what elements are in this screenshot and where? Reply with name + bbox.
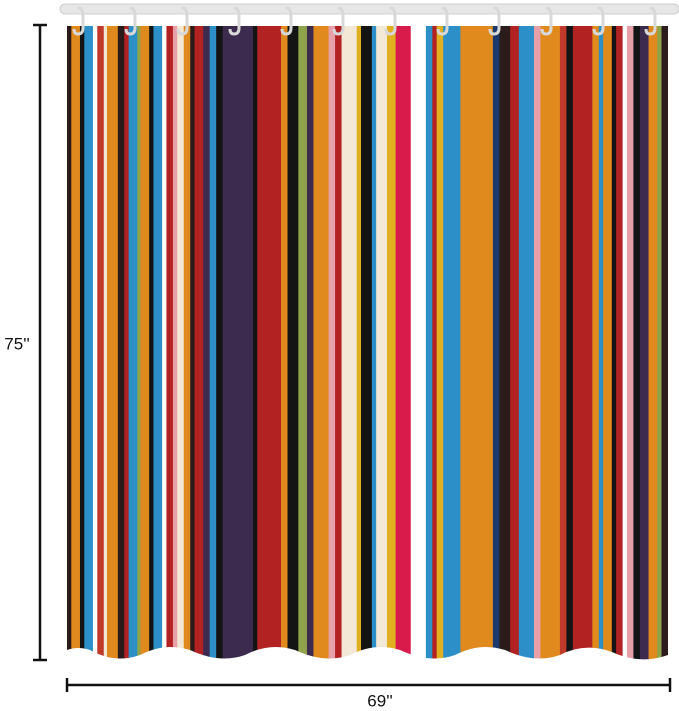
stripe — [177, 26, 185, 660]
stripe — [592, 26, 600, 660]
stripe — [443, 26, 461, 660]
stripe — [499, 26, 511, 660]
hooks — [72, 6, 657, 36]
stripe — [371, 26, 377, 660]
stripe — [306, 26, 314, 660]
stripe — [633, 26, 641, 660]
stripe — [287, 26, 299, 660]
stripe — [432, 26, 438, 660]
stripe — [137, 26, 142, 660]
hook — [176, 6, 189, 36]
hook — [280, 6, 293, 36]
width-label: 69'' — [367, 691, 392, 710]
stripe — [149, 26, 154, 660]
stripe — [79, 26, 85, 660]
stripe — [328, 26, 336, 660]
stripe — [162, 26, 167, 660]
stripe — [222, 26, 254, 660]
stripe — [460, 26, 494, 660]
hook — [124, 6, 137, 36]
stripe — [559, 26, 567, 660]
stripe — [84, 26, 94, 660]
stripe — [572, 26, 593, 660]
hook — [488, 6, 501, 36]
stripe — [616, 26, 624, 660]
curtain-rod — [59, 3, 679, 15]
stripe — [335, 26, 343, 660]
stripe — [128, 26, 138, 660]
height-dimension: 75'' — [4, 23, 47, 662]
stripe — [103, 26, 108, 660]
stripe — [166, 26, 174, 660]
stripe — [92, 26, 98, 660]
stripe — [71, 26, 81, 660]
hook — [384, 6, 397, 36]
stripe — [361, 26, 373, 660]
stripe — [106, 26, 119, 660]
stripe — [639, 26, 650, 660]
stripe — [117, 26, 125, 660]
stripe — [657, 26, 663, 660]
height-label: 75'' — [4, 334, 29, 353]
stripe — [67, 26, 72, 660]
stripe — [216, 26, 224, 660]
width-dimension: 69'' — [65, 678, 672, 710]
stripe — [356, 26, 362, 660]
stripe — [386, 26, 397, 660]
stripe — [648, 26, 658, 660]
stripe — [124, 26, 130, 660]
stripe — [540, 26, 561, 660]
stripe — [281, 26, 289, 660]
stripe — [252, 26, 258, 660]
stripe — [140, 26, 150, 660]
stripe — [194, 26, 204, 660]
stripe — [533, 26, 541, 660]
hook — [540, 6, 553, 36]
curtain — [67, 26, 668, 660]
hook — [72, 6, 85, 36]
stripe — [341, 26, 358, 660]
stripe — [376, 26, 388, 660]
stripe — [298, 26, 308, 660]
hook — [592, 6, 605, 36]
stripe — [661, 26, 668, 660]
stripe — [209, 26, 217, 660]
stripe — [395, 26, 412, 660]
hook — [436, 6, 449, 36]
stripe — [622, 26, 628, 660]
stripe — [492, 26, 500, 660]
hook — [228, 6, 241, 36]
stripe — [425, 26, 433, 660]
hook — [644, 6, 657, 36]
stripe — [183, 26, 191, 660]
stripe — [172, 26, 178, 660]
stripe — [203, 26, 211, 660]
hook — [332, 6, 345, 36]
stripe — [603, 26, 613, 660]
stripe — [190, 26, 196, 660]
stripe — [626, 26, 634, 660]
stripe — [510, 26, 520, 660]
stripe — [611, 26, 617, 660]
stripe — [566, 26, 574, 660]
stripe — [97, 26, 105, 660]
stripe — [257, 26, 282, 660]
stripe — [313, 26, 330, 660]
stripe — [410, 26, 427, 660]
stripe — [436, 26, 444, 660]
stripe — [598, 26, 604, 660]
stripe — [153, 26, 163, 660]
stripe — [518, 26, 535, 660]
